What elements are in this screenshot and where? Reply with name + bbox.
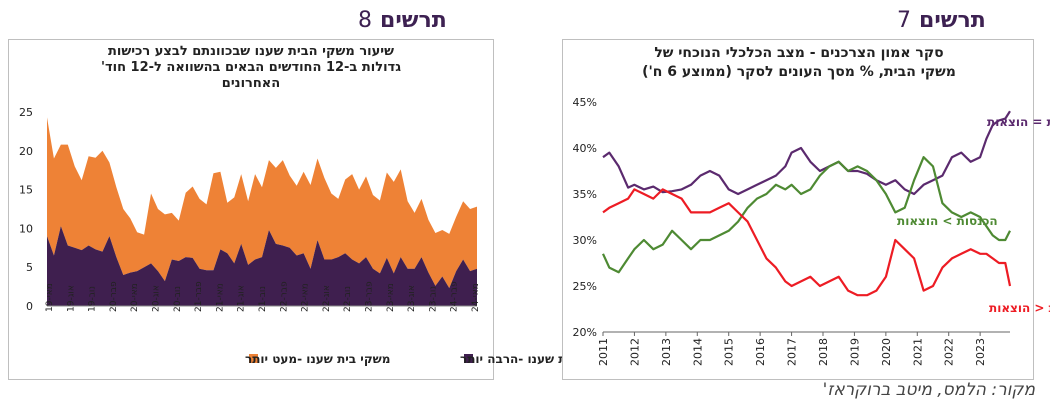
- x-tick-label: 2012: [628, 338, 641, 366]
- y-tick-label: 40%: [573, 142, 597, 155]
- x-tick-label: 2016: [754, 338, 767, 366]
- consumer-confidence-chart-panel: סקר אמון הצרכנים - מצב הכלכלי הנוכחי של …: [562, 39, 1050, 380]
- x-tick-label: נוב-21: [258, 286, 268, 312]
- x-tick-label: אוג-20: [152, 285, 162, 312]
- y-tick-label: 5: [26, 261, 33, 274]
- y-tick-label: 10: [19, 222, 33, 235]
- figure-word: תרשים: [380, 8, 447, 33]
- x-tick-label: 2022: [943, 338, 956, 366]
- area-series-much-more: [47, 226, 477, 306]
- x-tick-label: 2014: [691, 338, 704, 366]
- y-tick-label: 15: [19, 184, 33, 197]
- area-series-little-more: [47, 117, 477, 289]
- x-tick-label: מאי-19: [45, 283, 55, 312]
- y-tick-label: 45%: [573, 96, 597, 109]
- legend-swatch: [464, 354, 473, 363]
- legend-label: משקי בית שענו -מעט יותר: [245, 352, 390, 366]
- chart-title-line: סקר אמון הצרכנים - מצב הכלכלי הנוכחי של: [654, 45, 944, 61]
- figure-number: 7: [897, 8, 911, 33]
- x-tick-label: פבר-24: [450, 281, 460, 312]
- chart-title-line: גדולות ב-12 החודשים הבאים בהשוואה ל-12 ח…: [100, 60, 402, 75]
- series-label: הכנסות > הוצאות: [897, 214, 998, 228]
- x-tick-label: פבר-22: [279, 281, 289, 312]
- chart-title: שיעור משקי הבית שענו שבכוונתם לבצע רכישו…: [19, 44, 483, 92]
- x-tick-label: 2017: [786, 338, 799, 366]
- y-tick-label: 20: [19, 145, 33, 158]
- x-tick-label: 2019: [848, 338, 861, 366]
- y-tick-label: 25%: [573, 280, 597, 293]
- x-tick-label: 2011: [597, 338, 610, 366]
- legend-swatch: [249, 354, 258, 363]
- x-tick-label: מאי-23: [386, 283, 396, 312]
- x-tick-label: 2013: [660, 338, 673, 366]
- x-tick-label: אוג-19: [66, 285, 76, 312]
- chart-title: סקר אמון הצרכנים - מצב הכלכלי הנוכחי של …: [573, 44, 1025, 82]
- figure-heading-7: תרשים 7: [897, 8, 986, 33]
- x-tick-label: אוג-21: [237, 285, 247, 312]
- figure-word: תרשים: [919, 8, 986, 33]
- y-tick-label: 0: [26, 300, 33, 313]
- x-tick-label: אוג-22: [322, 285, 332, 312]
- figure-number: 8: [358, 8, 372, 33]
- x-tick-label: נוב-23: [428, 286, 438, 312]
- line-chart: 20% 25% 30% 35% 40% 45% 2011 2012 2013 2014 2015 20…: [573, 96, 1050, 366]
- series-label: הכנסות < הוצאות: [989, 301, 1050, 315]
- stacked-area-chart: 0 5 10 15 20 25 מאי-19 אוג-19 נוב-19 פבר-20 מאי-20…: [19, 106, 612, 366]
- x-tick-label: מאי-22: [301, 283, 311, 312]
- series-line-equal: [602, 110, 1011, 196]
- x-tick-label: נוב-22: [343, 286, 353, 312]
- y-tick-label: 20%: [573, 326, 597, 339]
- x-tick-label: אוג-23: [407, 285, 417, 312]
- source-note: מקור: הלמס, מיטב ברוקראז': [822, 380, 1035, 400]
- x-tick-label: 2018: [817, 338, 830, 366]
- chart-title-line: האחרונים: [221, 76, 281, 91]
- x-tick-label: פבר-21: [194, 281, 204, 312]
- series-line-income-greater: [601, 156, 1011, 274]
- purchase-intent-chart-panel: שיעור משקי הבית שענו שבכוונתם לבצע רכישו…: [8, 39, 612, 380]
- x-tick-label: 2021: [911, 338, 924, 366]
- x-tick-label: מאי-21: [215, 283, 225, 312]
- x-tick-label: נוב-20: [173, 286, 183, 312]
- x-tick-label: 2015: [723, 338, 736, 366]
- y-tick-label: 30%: [573, 234, 597, 247]
- figure-heading-8: תרשים 8: [358, 8, 447, 33]
- x-tick-label: 2023: [974, 338, 987, 366]
- x-tick-label: פבר-20: [109, 281, 119, 312]
- x-tick-label: פבר-23: [365, 281, 375, 312]
- x-tick-label: מאי-20: [130, 283, 140, 312]
- x-tick-label: נוב-19: [88, 286, 98, 312]
- chart-title-line: משקי הבית, % מסך העונים לסקר (ממוצע 6 ח'…: [642, 64, 956, 80]
- series-label: הכנסות = הוצאות: [987, 115, 1050, 129]
- series-line-expense-greater: [602, 188, 1012, 297]
- x-tick-label: מאי-24: [471, 283, 481, 312]
- y-tick-label: 35%: [573, 188, 597, 201]
- y-tick-label: 25: [19, 106, 33, 119]
- chart-title-line: שיעור משקי הבית שענו שבכוונתם לבצע רכישו…: [108, 44, 394, 59]
- x-tick-label: 2020: [880, 338, 893, 366]
